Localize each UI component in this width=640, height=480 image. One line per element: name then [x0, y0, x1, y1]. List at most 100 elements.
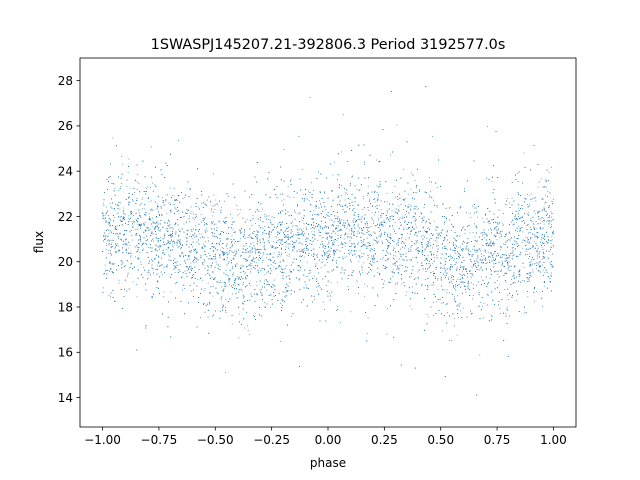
scatter-point	[519, 274, 521, 276]
scatter-point	[265, 279, 267, 281]
scatter-point	[166, 230, 168, 232]
scatter-point	[366, 224, 368, 226]
scatter-point	[279, 221, 281, 223]
scatter-point	[454, 258, 455, 260]
scatter-point	[393, 247, 395, 249]
scatter-point	[327, 243, 329, 245]
scatter-point	[251, 265, 253, 266]
scatter-point	[281, 272, 282, 274]
scatter-point	[189, 221, 190, 223]
scatter-point	[460, 265, 462, 267]
scatter-point	[377, 294, 379, 295]
scatter-point	[280, 255, 282, 257]
scatter-point	[410, 276, 412, 278]
scatter-point	[425, 279, 426, 280]
scatter-point	[358, 242, 360, 244]
scatter-point	[350, 311, 352, 313]
scatter-point	[273, 266, 275, 268]
scatter-point	[288, 238, 289, 240]
scatter-point	[403, 227, 405, 229]
scatter-point	[456, 334, 458, 336]
scatter-point	[491, 219, 493, 221]
scatter-point	[382, 257, 384, 259]
scatter-point	[322, 301, 324, 303]
scatter-point	[262, 234, 264, 236]
scatter-point	[436, 241, 438, 243]
scatter-point	[531, 221, 533, 222]
scatter-point	[240, 209, 241, 211]
scatter-point	[415, 223, 416, 225]
scatter-point	[194, 219, 196, 220]
scatter-point	[113, 300, 115, 302]
scatter-point	[110, 247, 112, 248]
scatter-point	[518, 216, 519, 218]
scatter-point	[316, 286, 317, 288]
scatter-point	[156, 245, 158, 247]
scatter-point	[221, 281, 223, 283]
scatter-point	[139, 252, 141, 253]
scatter-point	[191, 211, 193, 213]
scatter-point	[187, 269, 189, 271]
scatter-point	[145, 226, 147, 228]
scatter-point	[487, 252, 489, 254]
scatter-point	[549, 221, 551, 223]
scatter-point	[201, 221, 202, 223]
scatter-point	[167, 225, 169, 227]
scatter-point	[196, 229, 198, 231]
scatter-point	[114, 248, 116, 250]
scatter-point	[390, 234, 391, 236]
scatter-point	[180, 264, 181, 266]
scatter-point	[382, 258, 383, 260]
scatter-point	[544, 245, 546, 246]
scatter-point	[330, 250, 332, 252]
scatter-point	[452, 283, 454, 284]
scatter-point	[517, 180, 519, 182]
scatter-point	[416, 206, 417, 208]
scatter-point	[316, 290, 318, 292]
scatter-point	[247, 256, 249, 258]
scatter-point	[174, 243, 175, 245]
scatter-point	[522, 247, 524, 249]
scatter-point	[231, 268, 233, 270]
scatter-point	[232, 267, 234, 269]
scatter-point	[330, 256, 331, 258]
scatter-point	[341, 269, 343, 271]
scatter-point	[314, 213, 315, 215]
scatter-point	[239, 240, 241, 242]
scatter-point	[480, 276, 482, 278]
scatter-point	[188, 188, 190, 190]
scatter-point	[281, 222, 283, 224]
scatter-point	[288, 254, 290, 255]
scatter-point	[271, 223, 273, 225]
scatter-point	[413, 228, 415, 230]
scatter-point	[376, 159, 378, 161]
scatter-point	[496, 239, 498, 241]
scatter-point	[551, 272, 552, 274]
scatter-point	[297, 233, 299, 235]
scatter-point	[227, 248, 229, 250]
scatter-point	[473, 253, 475, 255]
scatter-point	[327, 212, 329, 214]
scatter-point	[374, 198, 375, 200]
scatter-point	[117, 245, 119, 247]
scatter-point	[542, 221, 543, 222]
scatter-point	[196, 216, 197, 217]
scatter-point	[432, 262, 434, 264]
scatter-point	[454, 288, 456, 289]
scatter-point	[150, 146, 152, 148]
scatter-point	[269, 219, 271, 221]
scatter-point	[158, 246, 159, 248]
scatter-point	[399, 217, 401, 219]
scatter-point	[504, 257, 506, 259]
scatter-point	[374, 248, 376, 249]
scatter-point	[262, 254, 264, 256]
scatter-point	[140, 264, 142, 265]
scatter-point	[527, 296, 529, 298]
scatter-point	[366, 332, 368, 334]
scatter-point	[293, 196, 295, 198]
scatter-point	[104, 215, 106, 217]
scatter-point	[221, 286, 223, 288]
scatter-point	[445, 269, 447, 271]
scatter-point	[450, 258, 452, 259]
scatter-point	[446, 291, 448, 293]
